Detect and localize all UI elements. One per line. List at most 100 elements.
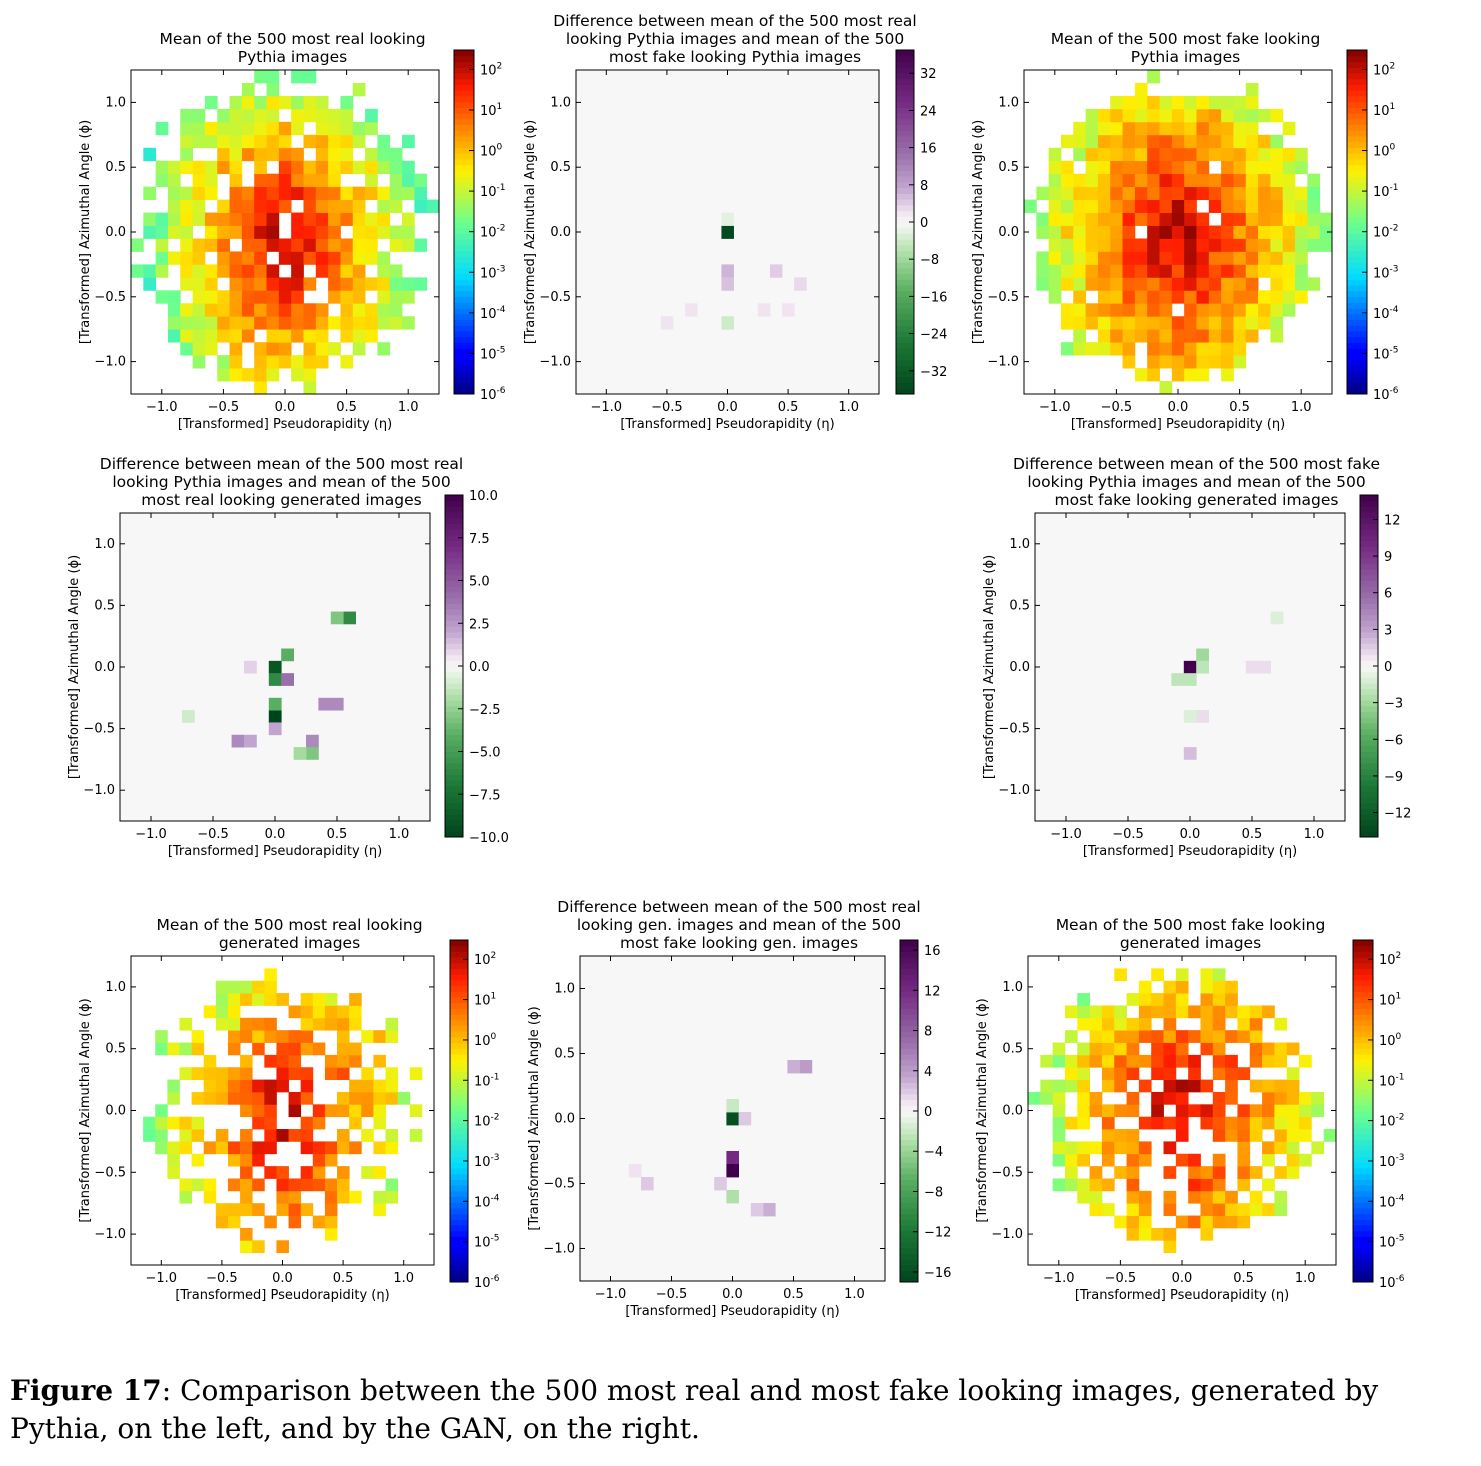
heatmap-cell: [1295, 290, 1308, 304]
colorbar-segment: [1347, 250, 1367, 257]
heatmap-cell: [352, 342, 366, 356]
heatmap-cell: [1147, 147, 1160, 162]
x-tick-label: −0.5: [208, 400, 240, 415]
colorbar-segment: [1360, 728, 1378, 735]
heatmap-cell: [1126, 1215, 1140, 1229]
heatmap-cell: [1208, 290, 1222, 304]
colorbar-segment: [900, 1025, 918, 1032]
colorbar-segment: [900, 1031, 918, 1038]
heatmap-cell: [288, 1203, 302, 1216]
heatmap-cell: [288, 1054, 302, 1068]
heatmap-cell: [1085, 212, 1099, 226]
chart-title-line: Difference between mean of the 500 most …: [557, 898, 920, 916]
heatmap-cell: [241, 95, 255, 110]
heatmap-cell: [377, 303, 391, 317]
colorbar-tick-label: 10-3: [1379, 1153, 1405, 1170]
heatmap-cell: [1122, 225, 1136, 239]
heatmap-cell: [204, 264, 218, 278]
colorbar-segment: [450, 1122, 468, 1129]
heatmap-cell: [1175, 1005, 1189, 1019]
heatmap-cell: [1307, 225, 1321, 239]
heatmap-cell: [240, 1190, 253, 1204]
y-axis-label: [Transformed] Azimuthal Angle (ϕ): [78, 120, 93, 344]
heatmap-cell: [1175, 1104, 1189, 1118]
heatmap-cell: [241, 238, 255, 252]
heatmap-cell: [1159, 173, 1173, 188]
heatmap-cell: [340, 147, 354, 162]
colorbar-tick-label: 10-1: [1379, 1072, 1405, 1089]
heatmap-cell: [1196, 225, 1210, 239]
heatmap-cell: [337, 1104, 350, 1118]
heatmap-cell: [1159, 95, 1173, 110]
heatmap-cell: [1073, 212, 1086, 226]
colorbar-segment: [445, 660, 463, 667]
heatmap-cell: [328, 147, 341, 162]
heatmap-cell: [1262, 1153, 1275, 1167]
colorbar-segment: [454, 67, 474, 74]
colorbar-segment: [900, 985, 918, 992]
colorbar-segment: [900, 1179, 918, 1186]
heatmap-cell: [349, 993, 362, 1006]
heatmap-cell: [397, 1091, 411, 1105]
heatmap-cell: [192, 121, 206, 136]
heatmap-cell: [155, 1042, 168, 1056]
heatmap-cell: [315, 108, 329, 123]
colorbar-segment: [454, 256, 474, 263]
heatmap-cell: [1208, 121, 1222, 136]
colorbar-tick-label: 100: [1373, 143, 1396, 160]
heatmap-cell: [1196, 173, 1210, 188]
heatmap-cell: [1171, 316, 1185, 330]
colorbar-segment: [900, 1054, 918, 1061]
heatmap-cell: [1151, 1104, 1164, 1118]
heatmap-cell: [1171, 290, 1185, 304]
heatmap-cell: [1060, 199, 1074, 213]
heatmap-cell: [1221, 134, 1234, 149]
heatmap-cell: [264, 980, 277, 994]
colorbar-segment: [454, 199, 474, 206]
heatmap-cell: [1163, 1190, 1177, 1204]
heatmap-cell: [377, 264, 391, 278]
heatmap-cell: [1175, 1091, 1189, 1105]
heatmap-cell: [1196, 212, 1210, 226]
colorbar-segment: [450, 1225, 468, 1232]
colorbar-segment: [1360, 734, 1378, 741]
colorbar-segment: [1347, 187, 1367, 194]
heatmap-cell: [1163, 1091, 1177, 1105]
heatmap-cell: [1245, 264, 1259, 278]
heatmap-cell: [229, 329, 243, 343]
colorbar-segment: [1347, 388, 1367, 395]
colorbar-segment: [454, 382, 474, 389]
colorbar-segment: [450, 951, 468, 958]
colorbar: −10.0−7.5−5.0−2.50.02.55.07.510.0: [444, 489, 509, 846]
heatmap-cell: [373, 1116, 386, 1130]
caption-label: Figure 17: [10, 1374, 162, 1407]
heatmap-cell: [1270, 238, 1284, 252]
heatmap-cell: [1077, 1005, 1090, 1019]
heatmap-cell: [312, 1215, 326, 1229]
heatmap-cell: [303, 381, 317, 395]
heatmap-cell: [414, 186, 428, 200]
heatmap-cell: [1258, 660, 1271, 674]
heatmap-cell: [1258, 264, 1271, 278]
heatmap-cell: [1122, 303, 1136, 317]
x-tick-label: 0.5: [1229, 400, 1250, 415]
heatmap-cell: [167, 1166, 180, 1179]
heatmap-cell: [192, 251, 206, 265]
heatmap-cell: [215, 1215, 229, 1229]
heatmap-cell: [1171, 160, 1185, 175]
heatmap-cell: [1274, 1190, 1288, 1204]
heatmap-cell: [365, 160, 378, 175]
heatmap-cell: [1221, 290, 1234, 304]
heatmap-cell: [1184, 251, 1197, 265]
heatmap-cell: [252, 1091, 265, 1105]
colorbar-segment: [450, 991, 468, 998]
heatmap-cell: [1085, 199, 1099, 213]
heatmap-cell: [1225, 1067, 1238, 1080]
colorbar-segment: [1360, 523, 1378, 530]
heatmap-cell: [1221, 108, 1234, 123]
colorbar-tick-label: 32: [920, 67, 937, 82]
heatmap-cell: [278, 95, 292, 110]
heatmap-cell: [1101, 1030, 1115, 1043]
heatmap-cell: [1233, 121, 1247, 136]
heatmap-cell: [288, 1190, 302, 1204]
